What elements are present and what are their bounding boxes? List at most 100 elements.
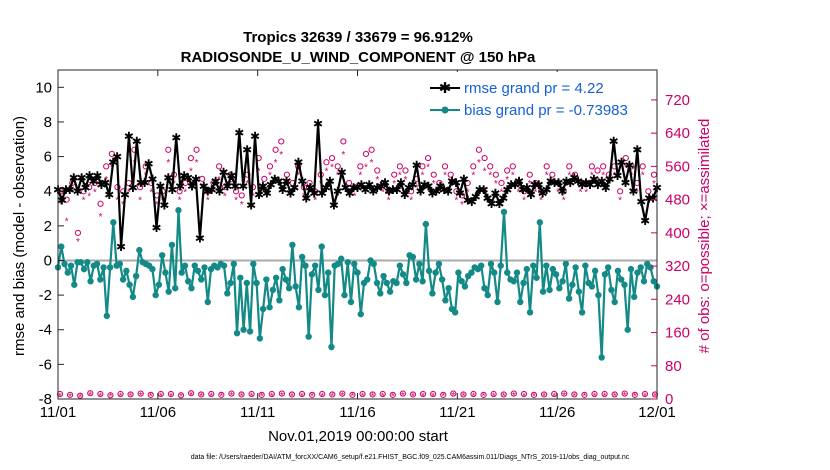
rmse-point: ✱ <box>632 143 642 157</box>
bias-point <box>396 262 404 269</box>
obs-assimilated-point: * <box>539 196 543 207</box>
obs-possible-point <box>349 391 356 398</box>
rmse-point: ✱ <box>542 183 552 197</box>
bias-point <box>455 269 462 276</box>
obs-assimilated-point: * <box>607 179 611 190</box>
legend: ✱ rmse grand pr = 4.22 bias grand pr = -… <box>426 72 650 122</box>
rmse-point: ✱ <box>388 183 398 197</box>
bias-point <box>119 276 127 283</box>
obs-possible-point <box>329 391 336 398</box>
bias-point <box>334 260 342 268</box>
obs-assimilated-point: * <box>641 171 645 182</box>
obs-possible-point <box>481 154 488 162</box>
obs-possible-point <box>639 163 646 170</box>
plot-area: * * * * * * * * * * * * * * * * * * * * * * * * * * * * * * * * * * * * * * * *… <box>35 69 690 421</box>
bias-point <box>572 264 579 271</box>
obs-possible-point <box>492 171 499 178</box>
bias-point <box>631 293 638 301</box>
bias-point <box>224 290 231 297</box>
obs-possible-point <box>77 392 84 399</box>
bias-point <box>175 207 182 214</box>
bias-point <box>237 274 244 281</box>
obs-possible-point <box>447 171 454 178</box>
obs-assimilated-point: * <box>364 162 368 173</box>
rmse-point: ✱ <box>498 192 508 206</box>
obs-possible-point <box>368 146 375 153</box>
obs-possible-point <box>500 391 507 398</box>
bias-point <box>383 279 390 287</box>
rmse-point: ✱ <box>648 192 658 206</box>
obs-possible-point <box>487 163 494 170</box>
bias-point <box>533 274 540 281</box>
obs-assimilated-point: * <box>310 392 314 403</box>
rmse-point: ✱ <box>384 185 394 199</box>
obs-assimilated-point: * <box>512 391 516 402</box>
rmse-point: ✱ <box>443 185 453 199</box>
bias-point <box>386 288 394 295</box>
rmse-point: ✱ <box>617 155 627 169</box>
y-tick-label: 8 <box>44 114 52 131</box>
bias-point <box>103 312 111 320</box>
rmse-point: ✱ <box>218 166 228 180</box>
obs-possible-point <box>611 391 618 398</box>
obs-possible-point <box>187 390 195 397</box>
bias-point <box>370 260 377 268</box>
rmse-point: ✱ <box>585 178 595 192</box>
obs-assimilated-point: * <box>500 187 504 198</box>
rmse-point: ✱ <box>396 176 406 190</box>
obs-possible-point <box>248 390 255 398</box>
rmse-point: ✱ <box>534 178 544 192</box>
legend-bias-label: bias grand pr = -0.73983 <box>464 102 628 119</box>
obs-assimilated-point: * <box>528 179 532 190</box>
obs-assimilated-point: * <box>178 196 182 207</box>
obs-assimilated-point: * <box>426 162 430 173</box>
y-tick-label-right: 400 <box>665 225 690 242</box>
y-tick-label: 10 <box>35 79 52 96</box>
obs-assimilated-point: * <box>336 171 340 182</box>
obs-assimilated-point: * <box>219 392 223 403</box>
bias-point <box>71 281 78 288</box>
y-tick-label-right: 0 <box>665 391 673 408</box>
bias-point <box>230 260 237 268</box>
bias-point <box>279 265 286 273</box>
bias-point <box>429 290 436 297</box>
obs-possible-point <box>306 179 313 187</box>
bias-point <box>126 281 133 288</box>
obs-possible-point <box>617 188 624 195</box>
obs-assimilated-point: * <box>149 187 153 198</box>
rmse-point: ✱ <box>65 183 75 197</box>
bias-point <box>425 267 433 275</box>
bias-point <box>513 269 521 276</box>
bias-point <box>445 284 452 292</box>
bias-point <box>204 298 211 306</box>
rmse-point: ✱ <box>116 240 126 254</box>
bias-point <box>162 269 169 276</box>
bias-point <box>588 283 596 290</box>
obs-assimilated-point: * <box>129 392 133 403</box>
bias-point <box>100 264 107 271</box>
rmse-point: ✱ <box>151 221 161 235</box>
bias-point <box>481 284 488 292</box>
bias-point <box>354 269 361 276</box>
y-tick-label-right: 240 <box>665 291 690 308</box>
obs-possible-point <box>319 390 326 398</box>
obs-assimilated-point: * <box>108 392 112 403</box>
bias-point <box>351 260 358 268</box>
obs-assimilated-point: * <box>653 392 657 403</box>
obs-possible-point <box>97 390 104 398</box>
bias-point <box>285 284 293 292</box>
bias-point <box>598 354 605 361</box>
obs-possible-point <box>334 163 341 170</box>
obs-possible-point <box>520 390 528 398</box>
bias-point <box>272 274 280 281</box>
obs-possible-point <box>283 171 291 178</box>
rmse-point: ✱ <box>364 178 374 192</box>
obs-assimilated-point: * <box>139 391 143 402</box>
bias-point <box>510 278 517 285</box>
rmse-point: ✱ <box>179 169 189 183</box>
rmse-point: ✱ <box>144 157 154 171</box>
rmse-point: ✱ <box>88 174 98 188</box>
rmse-point: ✱ <box>211 174 221 188</box>
bias-point <box>132 272 140 280</box>
obs-assimilated-point: * <box>127 187 131 198</box>
